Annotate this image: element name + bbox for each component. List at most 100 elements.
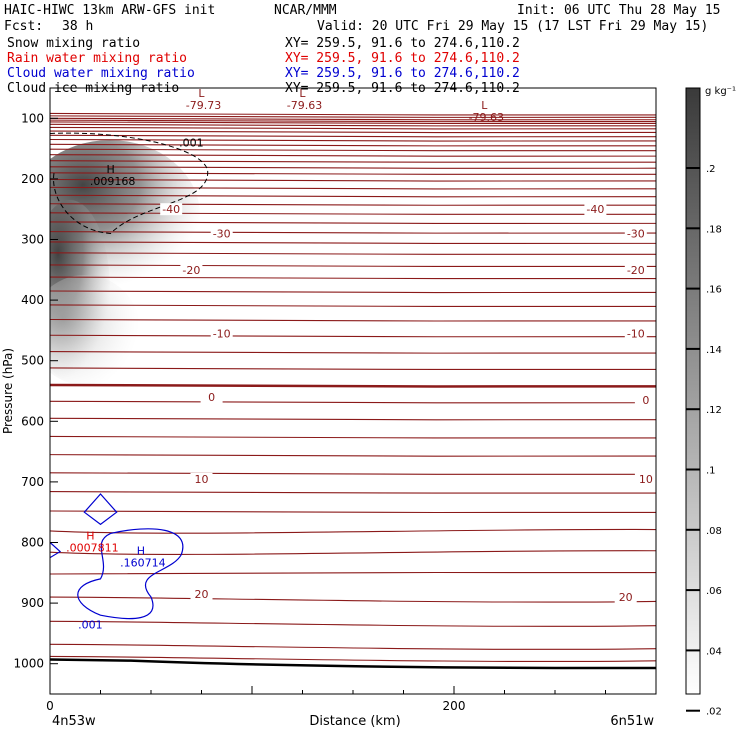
isotherm-line [50,276,656,280]
isotherm-label: 0 [208,391,215,404]
valid-time: Valid: 20 UTC Fri 29 May 15 (17 LST Fri … [317,19,709,34]
isotherm-line [50,123,656,127]
isotherm-line [50,121,656,125]
isotherm-line [50,138,656,142]
isotherm-line [50,130,656,134]
label-knockout [180,263,203,276]
isotherm-line [50,160,656,163]
label-knockout [634,394,657,407]
extremum-marker: H [137,545,145,558]
field-xy-cloud-water: XY= 259.5, 91.6 to 274.6,110.2 [285,66,520,81]
label-knockout [200,391,223,404]
isotherm-line [50,596,656,603]
isotherm-label: 10 [195,473,209,486]
isotherm-line [50,212,656,216]
isotherm-line [50,166,656,170]
label-knockout [614,591,637,604]
field-name-rain: Rain water mixing ratio [7,51,188,66]
x-axis: 0 200 [46,686,657,713]
contour-labels: -40 -40 -30 -30 -20 -20 -10 -10 0 0 10 10 20 20 .001 .0… [66,87,657,631]
colorbar-tick-label: .18 [706,224,722,235]
field-xy-snow: XY= 259.5, 91.6 to 274.6,110.2 [285,36,520,51]
colorbar-tick-label: .02 [706,707,722,718]
isotherm-label: -30 [213,227,231,240]
isotherm-label: 20 [195,588,209,601]
extremum-value: .009168 [90,175,136,188]
extremum-marker: H [106,163,114,176]
label-knockout [160,203,183,216]
isotherm-label: -40 [586,203,604,216]
isotherm-line [50,318,656,322]
label-knockout [624,263,647,276]
isotherm-label: 20 [619,591,633,604]
rain-water-contour [83,493,118,526]
isotherm-line [50,178,656,182]
isotherm-label: -10 [213,327,231,340]
extremum-value: -79.73 [186,99,221,112]
isotherm-line [50,186,656,190]
isotherm-line [50,400,656,404]
colorbar: g kg⁻¹ .2 .18 .16 .14 .12 .1 .08 .06 .04 .02 [685,86,736,718]
contour-value-label: .001 [179,137,204,150]
isotherm-label: 0 [642,394,649,407]
isotherm-line [50,472,656,476]
colorbar-tick-label: .16 [706,285,722,296]
forecast-label: Fcst: [4,19,44,34]
isotherm-line [50,454,656,457]
y-tick-label: 600 [21,414,44,428]
center-label: NCAR/MMM [274,3,337,18]
colorbar-tick-label: .14 [706,345,722,356]
extremum-value: .160714 [120,557,166,570]
y-axis-label: Pressure (hPa) [1,348,15,434]
isotherm-line [50,334,656,338]
isotherm-line [50,172,656,176]
isotherm-line [50,571,656,575]
isotherm-line [50,112,656,116]
x-left-location: 4n53w [52,714,96,729]
isotherm-label: -20 [182,264,200,277]
terrain-line [50,658,656,670]
isotherm-line [50,203,656,206]
label-knockout [624,227,647,240]
colorbar-tick-label: .06 [706,586,722,597]
isotherm-label: 10 [639,473,653,486]
isotherm-line [50,231,656,234]
isotherm-line [50,134,656,138]
init-time: Init: 06 UTC Thu 28 May 15 [517,3,721,18]
label-knockout [190,588,213,601]
extremum-value: -79.63 [287,99,322,112]
y-tick-label: 200 [21,172,44,186]
isotherm-line [50,115,656,119]
y-tick-label: 500 [21,354,44,368]
isotherm-label: -20 [627,264,645,277]
isotherm-line [50,304,656,308]
isotherm-line [50,351,656,354]
label-knockout [634,472,657,485]
y-tick-label: 400 [21,293,44,307]
isotherm-line [50,119,656,123]
colorbar-tick-label: .04 [706,646,722,657]
x-tick-label: 0 [46,699,54,713]
isotherm-line [50,510,656,514]
isotherm-line [50,383,656,388]
isotherm-line [50,117,656,121]
isotherm-line [50,643,656,650]
isotherm-line [50,148,656,152]
isotherm-line [50,290,656,294]
isotherm-line [50,264,656,268]
isotherm-line [50,154,656,157]
y-tick-label: 700 [21,475,44,489]
colorbar-unit: g kg⁻¹ [705,86,736,97]
cloud-ice-contour [50,132,209,234]
y-axis: 100 200 300 400 500 600 700 800 900 1000 [13,111,58,671]
isotherm-line [50,528,656,534]
extremum-marker: L [198,87,205,100]
extremum-value: .0007811 [66,541,119,554]
y-tick-label: 100 [21,111,44,125]
label-knockout [624,327,647,340]
label-knockout [210,327,233,340]
cloud-water-contour [50,542,62,559]
colorbar-tick-label: .1 [706,466,716,477]
isotherm-label: -30 [627,227,645,240]
